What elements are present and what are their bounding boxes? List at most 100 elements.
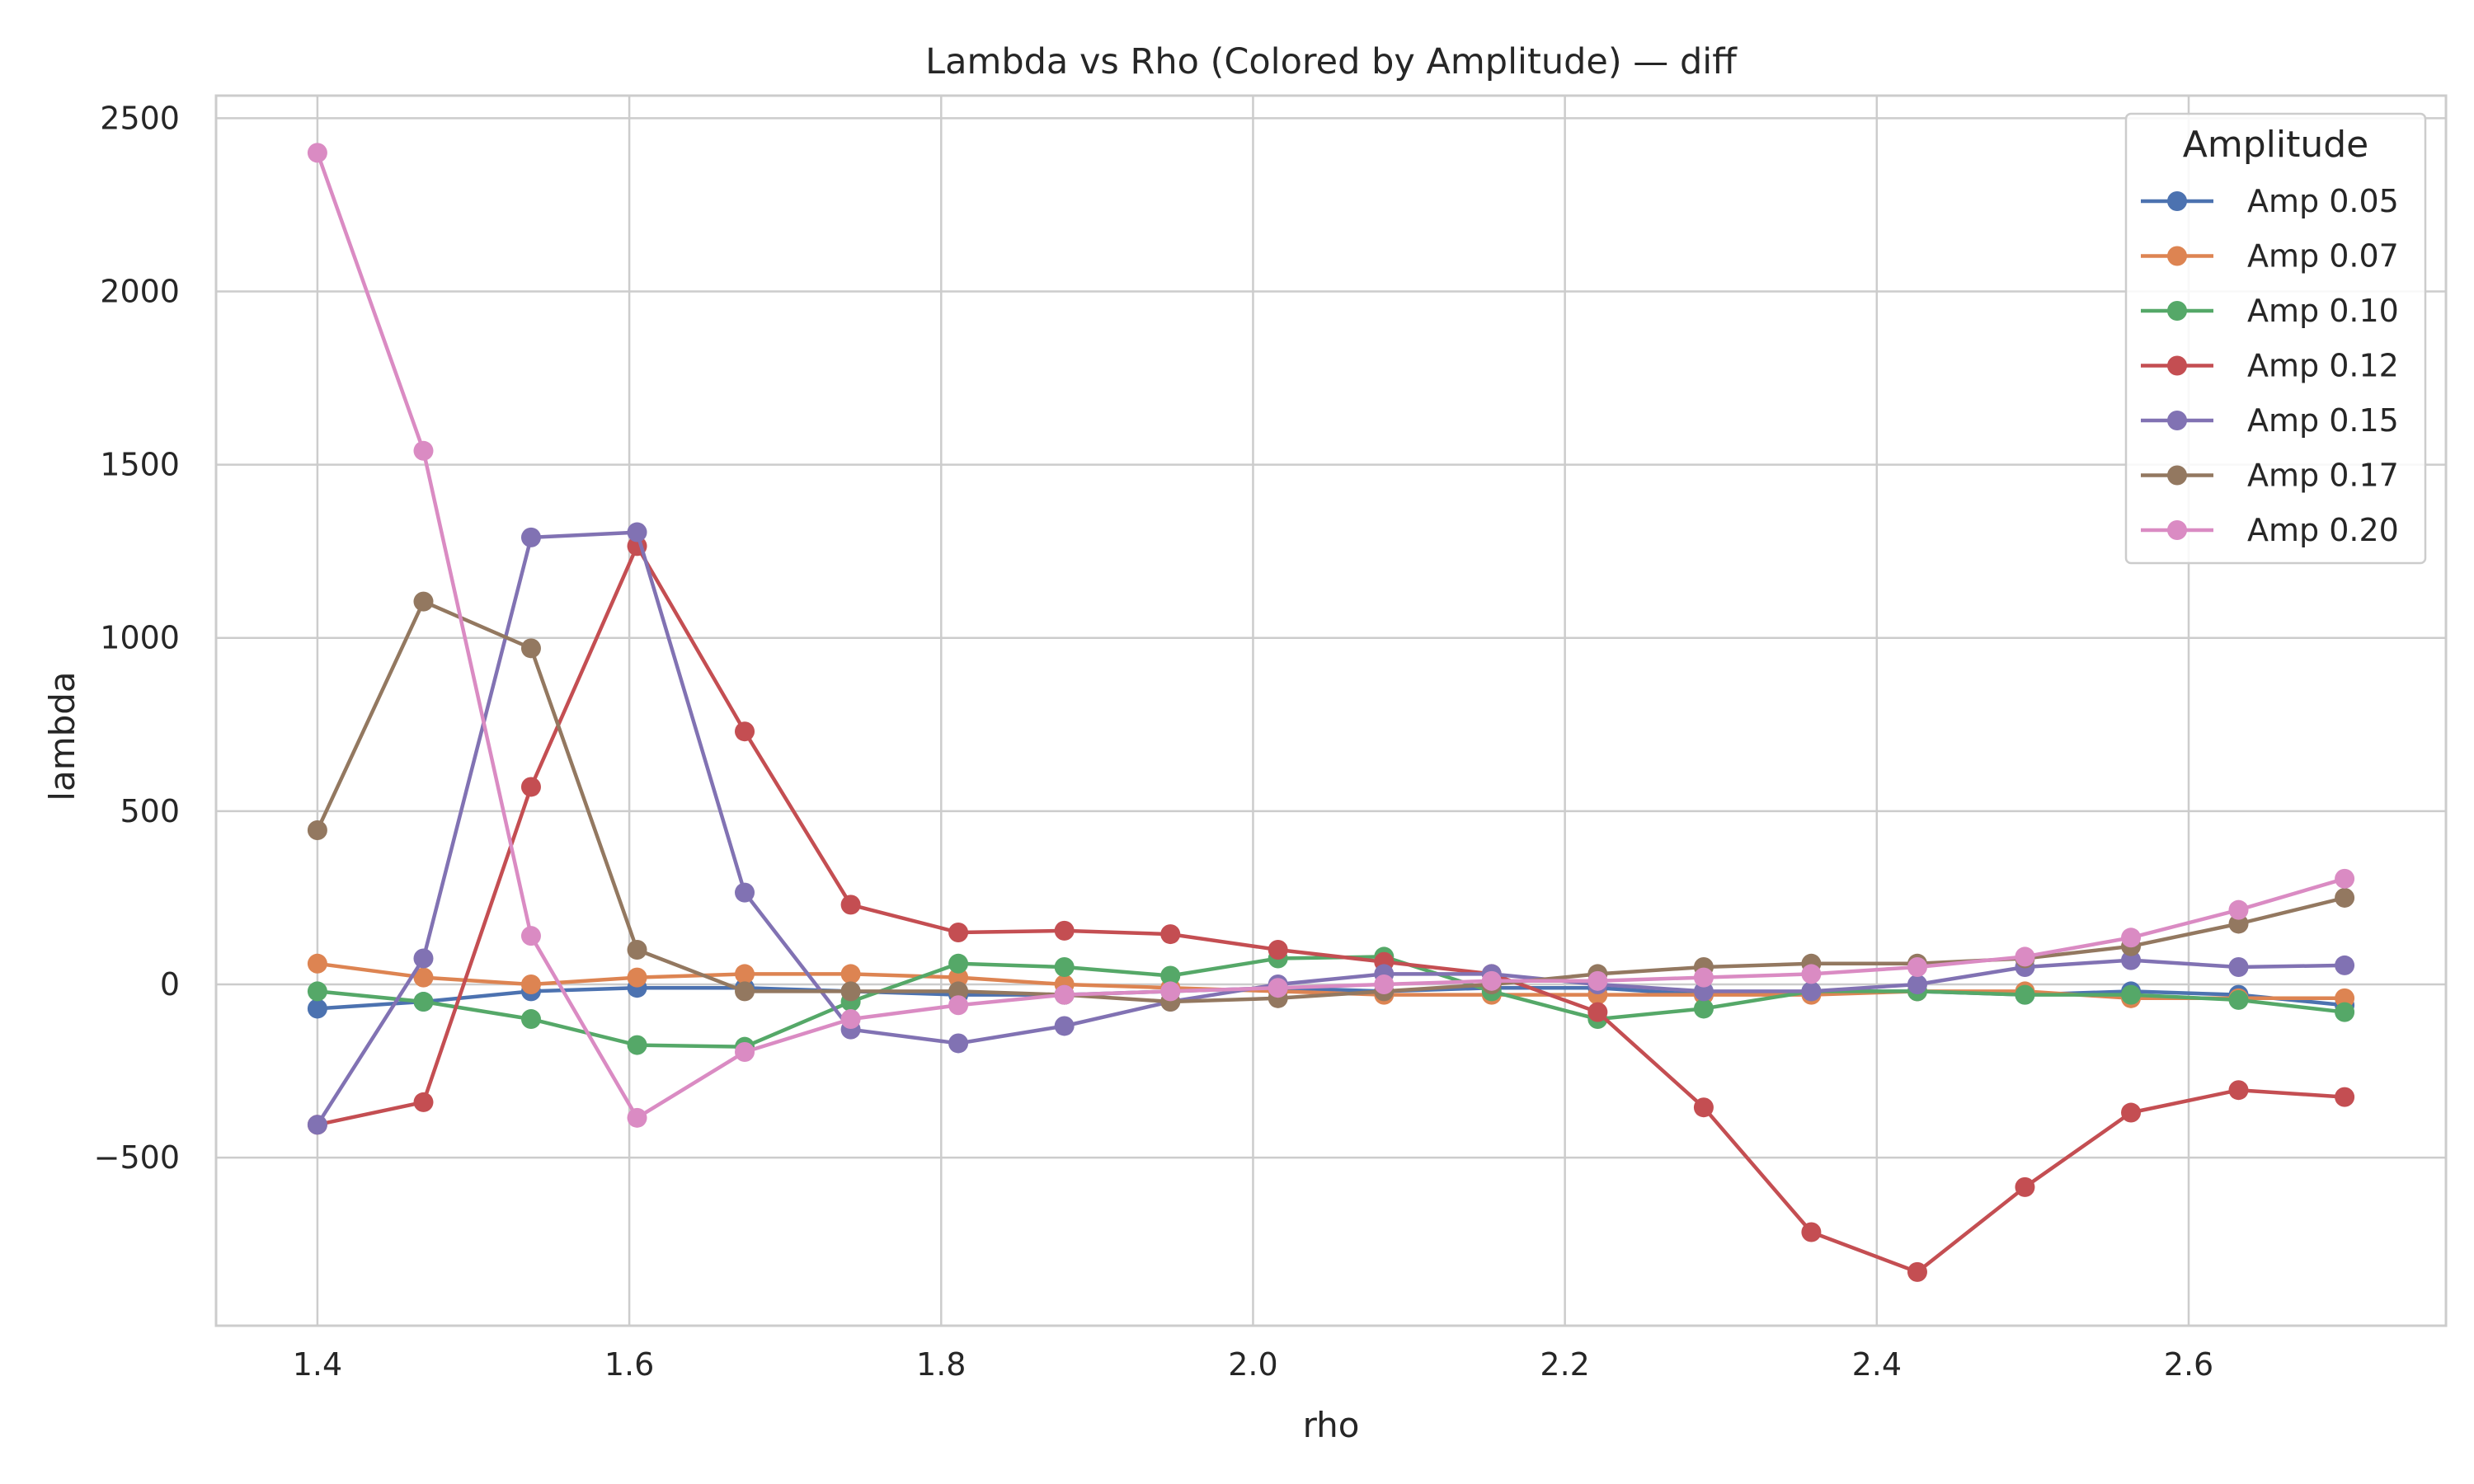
data-point <box>948 967 969 988</box>
legend-entry: Amp 0.07 <box>2141 238 2399 275</box>
data-point <box>413 591 434 612</box>
series-amp-0-12 <box>307 536 2355 1282</box>
data-point <box>840 964 861 984</box>
data-point <box>1481 970 1502 991</box>
plot-frame <box>214 94 2448 1327</box>
x-tick-label: 1.6 <box>604 1346 654 1383</box>
data-point <box>1160 924 1181 945</box>
data-point <box>735 964 755 984</box>
series-amp-0-17 <box>307 591 2355 1012</box>
data-point <box>840 1009 861 1030</box>
data-point <box>1907 1261 1927 1282</box>
data-point <box>840 895 861 915</box>
data-point <box>2228 913 2249 934</box>
data-point <box>2335 955 2355 975</box>
data-point <box>413 992 434 1012</box>
data-point <box>520 638 541 659</box>
data-point <box>1693 981 1714 1002</box>
ticks: 1.4 1.6 1.8 2.0 2.2 2.4 2.6 −500 0 500 1000 1500 200… <box>94 100 2214 1383</box>
y-tick-label: 1500 <box>100 447 180 483</box>
data-point <box>1268 978 1288 998</box>
legend-swatch-marker <box>2167 301 2187 321</box>
data-point <box>2335 887 2355 908</box>
data-point <box>1587 970 1608 991</box>
legend-swatch-marker <box>2167 191 2187 211</box>
data-point <box>307 143 327 163</box>
series-line <box>315 152 2345 1120</box>
legend-entry: Amp 0.15 <box>2141 402 2399 439</box>
data-point <box>2335 868 2355 889</box>
data-point <box>2335 1002 2355 1022</box>
x-axis-label: rho <box>1303 1405 1360 1445</box>
data-point <box>307 981 327 1002</box>
x-tick-label: 1.8 <box>916 1346 966 1383</box>
data-point <box>2121 1102 2142 1123</box>
legend-entry: Amp 0.17 <box>2141 458 2399 494</box>
legend-swatch-marker <box>2167 355 2187 376</box>
legend-swatch-marker <box>2167 465 2187 486</box>
data-point <box>520 777 541 797</box>
data-point <box>413 1092 434 1112</box>
y-tick-label: 0 <box>160 966 180 1003</box>
data-point <box>1160 981 1181 1002</box>
chart-title: Lambda vs Rho (Colored by Amplitude) — d… <box>925 41 1738 82</box>
x-tick-label: 2.4 <box>1852 1346 1902 1383</box>
data-point <box>627 939 647 960</box>
data-point <box>1268 939 1288 960</box>
data-point <box>2228 957 2249 978</box>
legend-entry: Amp 0.10 <box>2141 293 2399 329</box>
legend-label: Amp 0.17 <box>2247 458 2399 494</box>
series-amp-0-10 <box>307 946 2355 1057</box>
data-point <box>627 1107 647 1128</box>
data-point <box>520 926 541 946</box>
y-tick-label: 2000 <box>100 273 180 309</box>
data-point <box>2121 950 2142 970</box>
series-line <box>317 955 2345 1049</box>
data-point <box>1693 998 1714 1019</box>
data-point <box>1693 1097 1714 1118</box>
data-point <box>413 948 434 969</box>
legend-swatch-marker <box>2167 520 2187 540</box>
series-line <box>316 530 2345 1126</box>
data-point <box>1374 974 1395 995</box>
legend-box <box>2124 112 2427 565</box>
data-point <box>2121 928 2142 948</box>
data-point <box>1907 974 1927 995</box>
data-point <box>627 522 647 542</box>
data-point <box>2228 899 2249 920</box>
data-point <box>520 974 541 995</box>
y-tick-label: 1000 <box>100 620 180 656</box>
legend: Amplitude Amp 0.05 Amp 0.07 Amp 0.10 Amp 0.1… <box>2124 112 2427 565</box>
data-point <box>2335 988 2355 1008</box>
data-point <box>1054 920 1075 941</box>
legend-swatch-marker <box>2167 411 2187 430</box>
series-amp-0-15 <box>307 522 2355 1135</box>
legend-title: Amplitude <box>2183 124 2368 166</box>
data-point <box>2228 989 2249 1010</box>
data-point <box>2335 1087 2355 1107</box>
data-point <box>948 995 969 1016</box>
legend-label: Amp 0.15 <box>2247 402 2399 439</box>
data-point <box>1801 964 1822 984</box>
data-point <box>1801 1222 1822 1242</box>
data-point <box>735 721 755 742</box>
y-tick-label: 500 <box>120 793 180 829</box>
data-point <box>948 1033 969 1054</box>
legend-entry: Amp 0.12 <box>2141 348 2399 384</box>
data-point <box>2015 984 2035 1005</box>
data-point <box>1693 967 1714 988</box>
data-point <box>948 981 969 1002</box>
data-point <box>1801 981 1822 1002</box>
data-point <box>2015 946 2035 967</box>
data-point <box>1054 1016 1075 1036</box>
x-tick-label: 1.4 <box>293 1346 342 1383</box>
legend-label: Amp 0.05 <box>2247 183 2399 219</box>
series-line <box>315 599 2345 1004</box>
series-line <box>317 544 2345 1275</box>
series-layer <box>307 143 2355 1282</box>
data-point <box>735 981 755 1002</box>
legend-label: Amp 0.10 <box>2247 293 2399 329</box>
legend-entry: Amp 0.20 <box>2141 512 2399 548</box>
data-point <box>1587 1002 1608 1022</box>
